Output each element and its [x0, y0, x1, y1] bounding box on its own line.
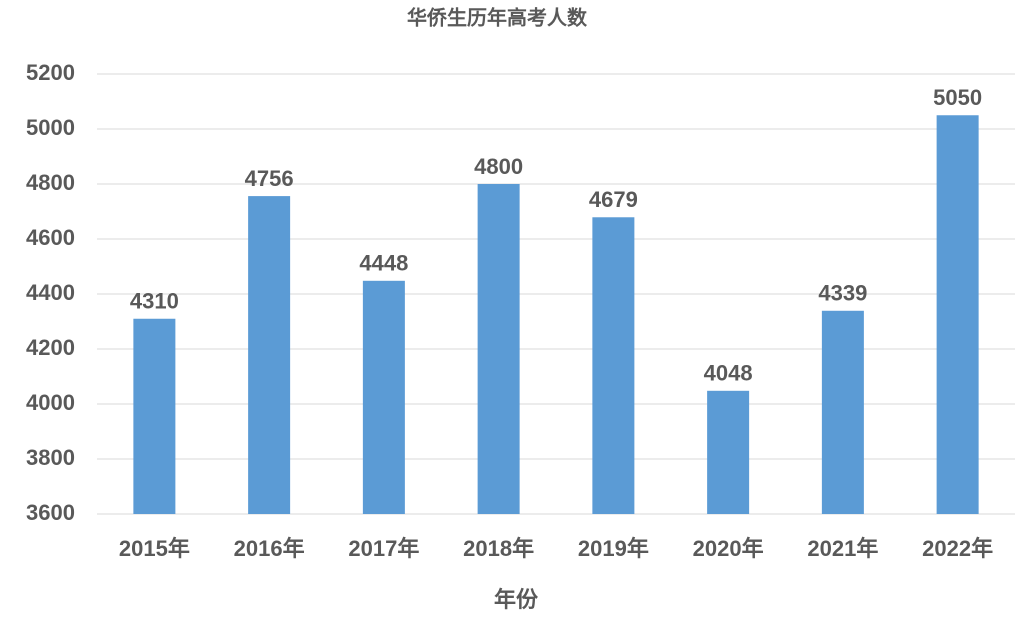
x-axis-title: 年份: [494, 587, 539, 612]
y-tick-label: 5200: [26, 60, 75, 85]
y-tick-label: 3600: [26, 500, 75, 525]
y-tick-label: 4800: [26, 170, 75, 195]
x-tick-label: 2015年: [119, 536, 190, 561]
value-label: 4048: [704, 361, 753, 386]
y-tick-label: 3800: [26, 445, 75, 470]
y-tick-label: 4400: [26, 280, 75, 305]
x-tick-label: 2017年: [348, 536, 419, 561]
value-label: 4339: [818, 281, 867, 306]
y-tick-label: 4200: [26, 335, 75, 360]
bar: [707, 390, 750, 514]
y-tick-label: 4600: [26, 225, 75, 250]
x-tick-label: 2019年: [578, 536, 649, 561]
bar: [133, 318, 176, 514]
value-label: 4310: [130, 289, 179, 314]
bar: [936, 115, 979, 514]
x-tick-label: 2021年: [807, 536, 878, 561]
bar: [477, 184, 520, 514]
value-label: 4756: [245, 166, 294, 191]
value-label: 4679: [589, 187, 638, 212]
y-tick-label: 4000: [26, 390, 75, 415]
chart-title: 华侨生历年高考人数: [407, 5, 588, 29]
bar: [362, 280, 405, 514]
bar: [248, 196, 291, 514]
x-tick-label: 2020年: [693, 536, 764, 561]
x-tick-label: 2022年: [922, 536, 993, 561]
y-tick-label: 5000: [26, 115, 75, 140]
value-label: 5050: [933, 85, 982, 110]
x-tick-label: 2018年: [463, 536, 534, 561]
bar: [821, 310, 864, 514]
bar: [592, 217, 635, 514]
value-label: 4448: [359, 251, 408, 276]
x-tick-label: 2016年: [234, 536, 305, 561]
value-label: 4800: [474, 154, 523, 179]
